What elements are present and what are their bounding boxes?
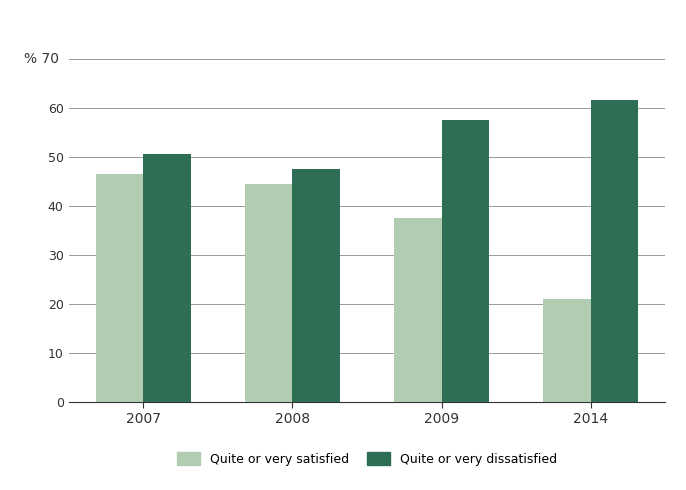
Bar bbox=[543, 299, 591, 402]
Bar bbox=[245, 184, 292, 402]
Bar bbox=[96, 174, 143, 402]
Bar bbox=[143, 154, 191, 402]
Text: % 70: % 70 bbox=[24, 52, 59, 66]
Bar bbox=[394, 218, 442, 402]
Bar bbox=[292, 169, 340, 402]
Bar bbox=[442, 120, 489, 402]
Legend: Quite or very satisfied, Quite or very dissatisfied: Quite or very satisfied, Quite or very d… bbox=[172, 447, 562, 471]
Bar bbox=[591, 100, 638, 402]
